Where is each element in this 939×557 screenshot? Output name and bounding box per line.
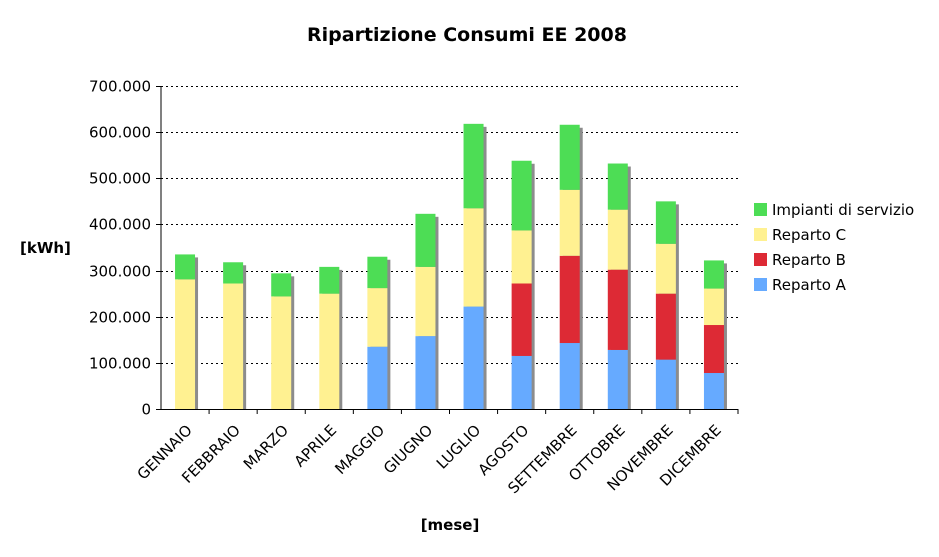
chart-title: Ripartizione Consumi EE 2008 xyxy=(307,24,627,46)
bar-segment xyxy=(415,336,436,409)
axes xyxy=(160,86,738,410)
bar-segment xyxy=(463,306,484,409)
bar-segment xyxy=(511,283,532,356)
bar-segment xyxy=(367,256,388,289)
bar-segment xyxy=(607,163,628,210)
bar-segment xyxy=(223,283,244,409)
bar-segment xyxy=(511,355,532,409)
bar-segment xyxy=(703,260,724,289)
bar-segment xyxy=(319,266,340,294)
bar-segment xyxy=(703,288,724,326)
x-axis-title: [mese] xyxy=(421,516,480,534)
bar-segment xyxy=(559,255,580,344)
bar-segment xyxy=(175,279,196,409)
bar-segment xyxy=(703,373,724,409)
bar-segment xyxy=(175,254,196,280)
legend-item: Reparto A xyxy=(754,276,847,294)
y-tick-label: 100.000 xyxy=(89,355,151,373)
gridlines xyxy=(156,86,738,410)
legend-label: Reparto A xyxy=(772,276,847,294)
legend-item: Impianti di servizio xyxy=(754,201,914,219)
bar-segment xyxy=(463,208,484,307)
x-tick-label: MARZO xyxy=(240,421,292,473)
bar-segment xyxy=(271,296,292,409)
bar-segment xyxy=(367,346,388,409)
bar-segment xyxy=(655,359,676,409)
bar-segment xyxy=(655,243,676,294)
legend-swatch xyxy=(754,203,767,216)
legend-label: Reparto B xyxy=(772,251,846,269)
legend-label: Impianti di servizio xyxy=(772,201,914,219)
bar-segment xyxy=(559,189,580,256)
legend-item: Reparto B xyxy=(754,251,846,269)
bar-segment xyxy=(319,293,340,409)
bar-segment xyxy=(511,160,532,231)
x-tick-labels: GENNAIOFEBBRAIOMARZOAPRILEMAGGIOGIUGNOLU… xyxy=(134,421,725,497)
y-tick-labels: 0 100.000 200.000 300.000 400.000 500.000 600.… xyxy=(89,78,151,419)
legend-swatch xyxy=(754,278,767,291)
bar-segment xyxy=(223,262,244,284)
y-tick-label: 500.000 xyxy=(89,170,151,188)
legend: Impianti di servizio Reparto C Reparto B Re… xyxy=(754,201,914,294)
y-tick-label: 700.000 xyxy=(89,78,151,96)
x-tick-label: MAGGIO xyxy=(331,421,388,478)
bar-segment xyxy=(559,124,580,190)
bar-segment xyxy=(271,273,292,297)
y-tick-label: 0 xyxy=(141,401,151,419)
legend-item: Reparto C xyxy=(754,226,846,244)
bar-segment xyxy=(703,325,724,374)
bar-segment xyxy=(655,293,676,360)
x-tick-label: GIUGNO xyxy=(380,421,436,477)
bars xyxy=(175,123,739,414)
legend-swatch xyxy=(754,253,767,266)
legend-label: Reparto C xyxy=(772,226,846,244)
y-tick-label: 200.000 xyxy=(89,309,151,327)
y-axis-title: [kWh] xyxy=(20,239,71,257)
bar-segment xyxy=(607,269,628,350)
bar-segment xyxy=(463,123,484,209)
bar-segment xyxy=(511,230,532,284)
bar-segment xyxy=(415,213,436,267)
y-tick-label: 400.000 xyxy=(89,216,151,234)
bar-segment xyxy=(655,201,676,244)
bar-segment xyxy=(415,266,436,337)
bar-segment xyxy=(607,209,628,270)
bar-segment xyxy=(559,343,580,409)
bar-segment xyxy=(607,349,628,409)
y-tick-label: 600.000 xyxy=(89,124,151,142)
legend-swatch xyxy=(754,228,767,241)
y-tick-label: 300.000 xyxy=(89,263,151,281)
bar-segment xyxy=(367,288,388,347)
